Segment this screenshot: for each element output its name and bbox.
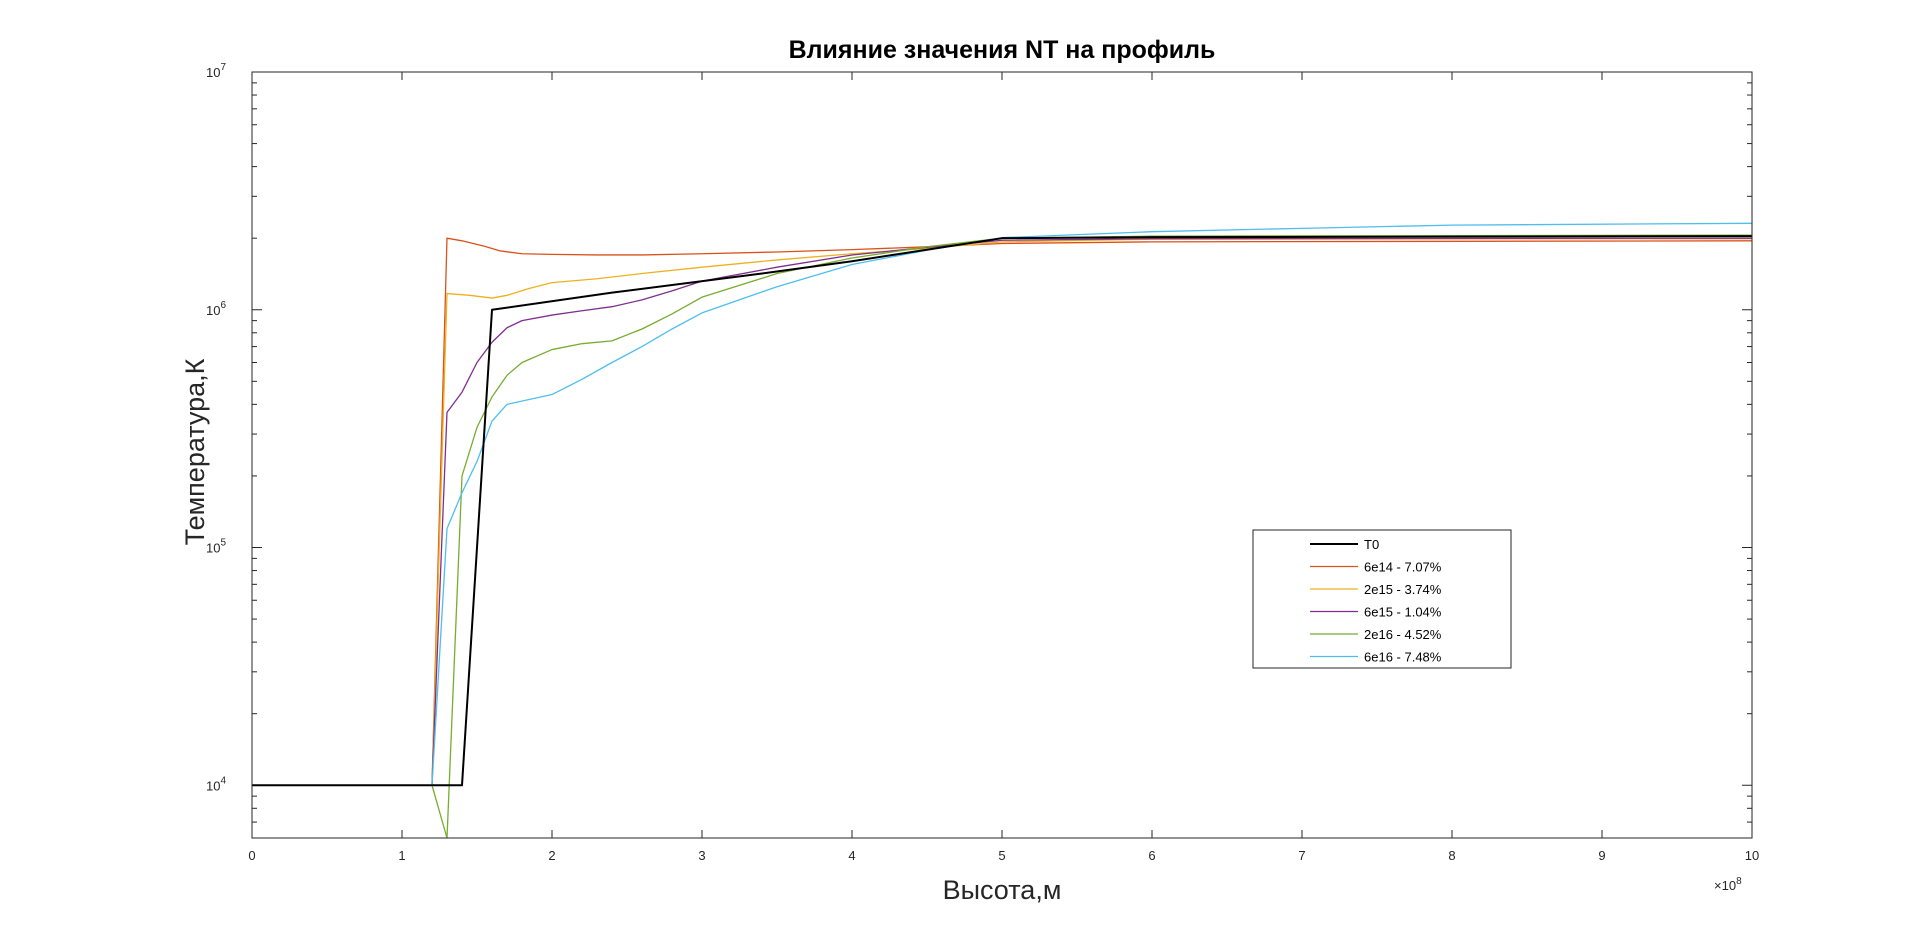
plot-area <box>252 72 1752 838</box>
plot-lines <box>252 222 1752 838</box>
x-tick-label: 1 <box>398 848 405 863</box>
series-line <box>252 234 1752 838</box>
y-axis-label: Температура,К <box>180 358 210 545</box>
y-tick-labels: 104 105 106 107 <box>206 62 226 793</box>
y-tick-label: 105 <box>206 538 226 556</box>
legend-label: T0 <box>1364 537 1379 552</box>
legend-label: 2e16 - 4.52% <box>1364 627 1442 642</box>
y-tick-label: 106 <box>206 300 226 318</box>
legend-entries: T0 6e14 - 7.07% 2e15 - 3.74% 6e15 - 1.04% 2e… <box>1310 537 1442 665</box>
x-tick-label: 4 <box>848 848 855 863</box>
x-tick-label: 2 <box>548 848 555 863</box>
x-tick-label: 7 <box>1298 848 1305 863</box>
x-tick-label: 5 <box>998 848 1005 863</box>
x-tick-label: 10 <box>1745 848 1759 863</box>
x-multiplier-base: ×10 <box>1714 878 1736 893</box>
x-tick-label: 9 <box>1598 848 1605 863</box>
x-tick-label: 0 <box>248 848 255 863</box>
legend-label: 6e16 - 7.48% <box>1364 650 1442 665</box>
y-tick-label: 107 <box>206 62 226 80</box>
series-lines <box>252 222 1752 838</box>
y-tick-label: 104 <box>206 775 226 793</box>
chart-title: Влияние значения NT на профиль <box>789 36 1216 64</box>
series-line <box>252 222 1752 786</box>
x-tick-labels: 0 1 2 3 4 5 6 7 8 9 10 <box>248 848 1759 863</box>
legend-label: 6e14 - 7.07% <box>1364 560 1442 575</box>
x-tick-label: 3 <box>698 848 705 863</box>
x-multiplier-exp: 8 <box>1736 876 1742 887</box>
legend-box <box>1252 529 1512 669</box>
minor-ticks <box>252 82 1752 839</box>
x-tick-label: 6 <box>1148 848 1155 863</box>
series-line <box>252 235 1752 787</box>
legend-label: 2e15 - 3.74% <box>1364 582 1442 597</box>
legend: T0 6e14 - 7.07% 2e15 - 3.74% 6e15 - 1.04% 2e… <box>1252 529 1512 669</box>
x-multiplier-label: ×108 <box>1714 876 1742 893</box>
x-axis-label: Высота,м <box>943 875 1062 905</box>
legend-label: 6e15 - 1.04% <box>1364 605 1442 620</box>
plot-box <box>251 71 1753 839</box>
x-tick-label: 8 <box>1448 848 1455 863</box>
